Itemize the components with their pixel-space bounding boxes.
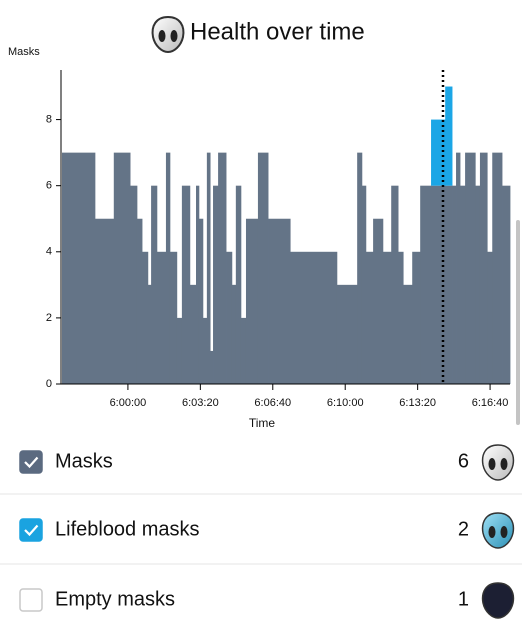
mask-icon bbox=[481, 582, 515, 619]
chart-title: Health over time bbox=[190, 18, 365, 45]
step-bar bbox=[403, 284, 413, 384]
step-bar bbox=[176, 317, 183, 384]
mask-icon bbox=[481, 444, 515, 481]
legend-count: 6 bbox=[458, 450, 469, 472]
step-bar bbox=[391, 185, 399, 384]
step-bar bbox=[169, 251, 178, 384]
legend-count: 1 bbox=[458, 588, 469, 610]
checkmark bbox=[24, 524, 39, 537]
step-bar bbox=[365, 251, 374, 384]
step-bar bbox=[452, 185, 457, 384]
step-bar bbox=[268, 218, 291, 384]
step-bar bbox=[336, 284, 358, 384]
step-bar bbox=[213, 185, 219, 384]
step-bar bbox=[398, 251, 404, 384]
mask-eye bbox=[488, 458, 496, 470]
step-bar bbox=[231, 284, 237, 384]
step-bar bbox=[479, 152, 488, 384]
step-bar bbox=[487, 251, 493, 384]
checkmark bbox=[24, 456, 39, 469]
step-bar bbox=[456, 152, 461, 384]
step-bar bbox=[151, 185, 158, 384]
scrollbar[interactable] bbox=[516, 220, 520, 425]
step-bar bbox=[218, 152, 227, 384]
legend: Masks 6 Lifeblood masks 2 Empty masks 1 bbox=[0, 444, 522, 619]
y-tick-label: 8 bbox=[46, 113, 52, 125]
step-bar bbox=[130, 185, 138, 384]
step-bar bbox=[373, 218, 384, 384]
legend-label: Empty masks bbox=[55, 588, 175, 610]
step-bar bbox=[460, 185, 466, 384]
step-bar bbox=[206, 152, 211, 384]
x-tick-label: 6:03:20 bbox=[182, 397, 219, 409]
step-bar bbox=[412, 251, 421, 384]
step-bar bbox=[198, 218, 204, 384]
checkbox[interactable] bbox=[19, 518, 43, 542]
y-tick-label: 0 bbox=[46, 378, 52, 390]
step-bar bbox=[189, 284, 197, 384]
step-bar bbox=[257, 152, 269, 384]
step-bar bbox=[136, 218, 143, 384]
checkbox[interactable] bbox=[19, 588, 43, 612]
step-bar bbox=[502, 185, 511, 384]
step-bar bbox=[445, 185, 453, 384]
step-bar bbox=[181, 185, 191, 384]
step-bar bbox=[226, 251, 233, 384]
y-tick-label: 4 bbox=[46, 246, 52, 258]
x-axis-label: Time bbox=[249, 416, 276, 430]
plot: 0 2 4 6 8 6:00:00 6:03:20 6:06:40 6:10:00 6:13:20… bbox=[46, 70, 511, 409]
step-bar bbox=[94, 218, 115, 384]
mask-shape bbox=[481, 582, 515, 619]
legend-label: Lifeblood masks bbox=[55, 518, 200, 540]
step-bar bbox=[147, 284, 152, 384]
x-tick-label: 6:00:00 bbox=[110, 397, 147, 409]
step-bar bbox=[492, 152, 503, 384]
step-bar bbox=[156, 251, 167, 384]
step-bar bbox=[290, 251, 338, 384]
step-bar bbox=[465, 152, 476, 384]
step-bar bbox=[210, 350, 214, 384]
mask-eye bbox=[500, 458, 508, 470]
step-bar bbox=[357, 152, 363, 384]
x-tick-label: 6:06:40 bbox=[254, 397, 291, 409]
mask-shape bbox=[481, 444, 515, 481]
x-tick-label: 6:10:00 bbox=[327, 397, 364, 409]
step-bar bbox=[235, 185, 242, 384]
step-bar bbox=[113, 152, 131, 384]
step-bar bbox=[62, 152, 96, 384]
title-icon bbox=[151, 15, 185, 54]
mask-eye bbox=[500, 526, 508, 538]
mask-icon bbox=[481, 512, 515, 549]
step-bar bbox=[420, 185, 432, 384]
mask-shape bbox=[481, 512, 515, 549]
step-bar bbox=[165, 152, 171, 384]
step-bar bbox=[142, 251, 149, 384]
step-bar bbox=[240, 317, 247, 384]
y-axis-label: Masks bbox=[8, 46, 40, 58]
step-bar bbox=[445, 86, 453, 186]
step-bar bbox=[475, 185, 481, 384]
step-bar bbox=[245, 218, 259, 384]
x-tick-label: 6:16:40 bbox=[472, 397, 509, 409]
step-bar bbox=[361, 185, 367, 384]
legend-label: Masks bbox=[55, 450, 113, 472]
x-tick-label: 6:13:20 bbox=[399, 397, 436, 409]
legend-count: 2 bbox=[458, 518, 469, 540]
step-bar bbox=[382, 251, 392, 384]
mask-eye bbox=[488, 526, 496, 538]
checkbox[interactable] bbox=[19, 450, 43, 474]
y-tick-label: 6 bbox=[46, 180, 52, 192]
y-tick-label: 2 bbox=[46, 312, 52, 324]
step-bar bbox=[202, 317, 208, 384]
step-bar bbox=[196, 185, 200, 384]
